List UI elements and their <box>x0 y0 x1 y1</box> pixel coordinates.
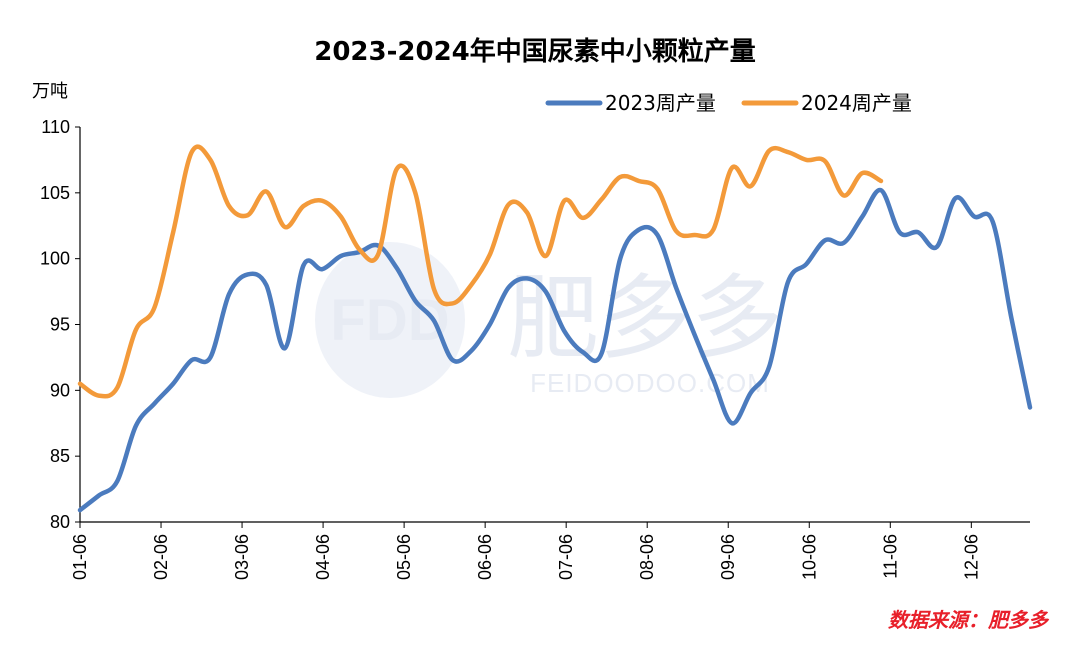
x-tick-label: 08-06 <box>637 534 657 580</box>
x-tick-label: 05-06 <box>394 534 414 580</box>
y-axis: 80 85 90 95 100 105 110 <box>40 117 80 532</box>
y-tick-label: 105 <box>40 183 70 203</box>
x-tick-label: 12-06 <box>961 534 981 580</box>
x-tick-label: 01-06 <box>70 534 90 580</box>
series-group <box>77 144 1033 513</box>
x-tick-label: 07-06 <box>556 534 576 580</box>
watermark-cn: 肥多多 <box>507 268 783 370</box>
legend-label-2024: 2024周产量 <box>801 91 912 115</box>
x-tick-label: 02-06 <box>151 534 171 580</box>
y-tick-label: 95 <box>50 315 70 335</box>
series-line-2024周产量 <box>77 144 884 399</box>
axis-lines <box>79 127 1030 523</box>
x-tick-label: 06-06 <box>475 534 495 580</box>
x-axis: 01-06 02-06 03-06 04-06 05-06 06-06 07-06 08-06… <box>70 522 981 580</box>
watermark-en: FEIDOODOO.COM <box>530 368 770 398</box>
x-tick-label: 11-06 <box>880 534 900 579</box>
legend-label-2023: 2023周产量 <box>605 91 716 115</box>
legend: 2023周产量 2024周产量 <box>545 91 912 115</box>
x-tick-label: 04-06 <box>313 534 333 580</box>
source-note: 数据来源：肥多多 <box>888 608 1050 632</box>
x-tick-label: 09-06 <box>718 534 738 580</box>
watermark-logo: FDD <box>330 288 449 353</box>
series-line-2023周产量 <box>77 187 1033 513</box>
y-tick-label: 80 <box>50 512 70 532</box>
y-axis-unit: 万吨 <box>32 81 68 102</box>
y-tick-label: 110 <box>41 117 70 137</box>
x-tick-label: 10-06 <box>799 534 819 580</box>
chart-title: 2023-2024年中国尿素中小颗粒产量 <box>314 36 756 67</box>
y-tick-label: 90 <box>50 380 70 400</box>
watermark: FDD 肥多多 FEIDOODOO.COM <box>315 242 783 398</box>
y-tick-label: 100 <box>40 249 70 269</box>
y-tick-label: 85 <box>50 446 70 466</box>
x-tick-label: 03-06 <box>232 534 252 580</box>
